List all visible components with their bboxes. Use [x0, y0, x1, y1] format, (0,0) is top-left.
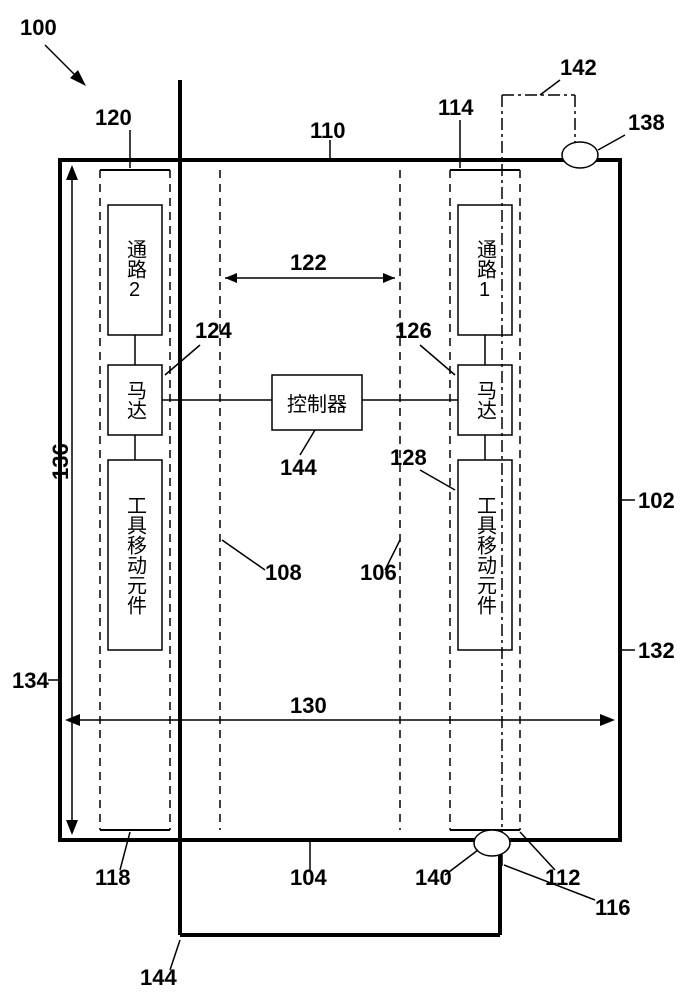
- motor-left-label: 马达: [108, 365, 162, 435]
- ref-108: 108: [265, 560, 302, 586]
- ref-126: 126: [395, 318, 432, 344]
- channel2-label: 通路2: [108, 205, 162, 335]
- ref-116: 116: [595, 895, 631, 921]
- ref-138: 138: [628, 110, 665, 136]
- ref-144b: 144: [140, 965, 177, 991]
- controller-label: 控制器: [272, 375, 362, 430]
- ellipse-138: [562, 142, 598, 168]
- ref-124: 124: [195, 318, 232, 344]
- ref-140: 140: [415, 865, 452, 891]
- ref-130: 130: [290, 693, 327, 719]
- motor-right-label: 马达: [458, 365, 512, 435]
- ref-120: 120: [95, 105, 132, 131]
- ellipse-140: [474, 830, 510, 856]
- ref-104: 104: [290, 865, 327, 891]
- ref-128: 128: [390, 445, 427, 471]
- ref-106: 106: [360, 560, 397, 586]
- tool-right-label: 工具移动元件: [458, 460, 512, 650]
- ref-112: 112: [545, 865, 581, 891]
- ref-118: 118: [95, 865, 131, 891]
- ref-102: 102: [638, 488, 675, 514]
- diagram-svg: [0, 0, 680, 1000]
- ref-114: 114: [438, 95, 474, 121]
- ref-134: 134: [12, 668, 49, 694]
- ref-110: 110: [310, 118, 346, 144]
- ref-122: 122: [290, 250, 327, 276]
- ref-142: 142: [560, 55, 597, 81]
- channel1-label: 通路1: [458, 205, 512, 335]
- ref-144: 144: [280, 455, 317, 481]
- ref-136: 136: [48, 443, 74, 480]
- ref-132: 132: [638, 638, 675, 664]
- tool-left-label: 工具移动元件: [108, 460, 162, 650]
- ref-100: 100: [20, 15, 57, 41]
